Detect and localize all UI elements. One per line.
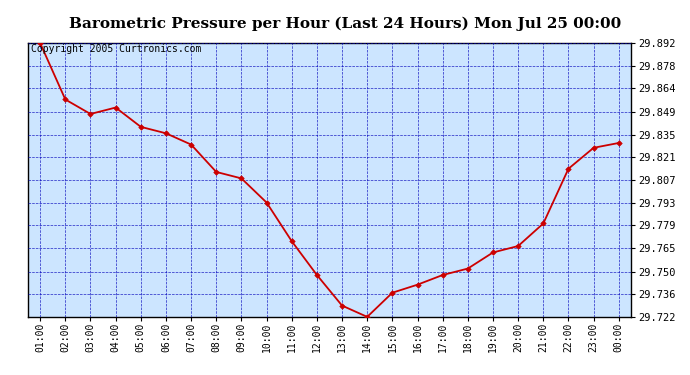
Text: Barometric Pressure per Hour (Last 24 Hours) Mon Jul 25 00:00: Barometric Pressure per Hour (Last 24 Ho… (69, 17, 621, 31)
Text: Copyright 2005 Curtronics.com: Copyright 2005 Curtronics.com (30, 45, 201, 54)
